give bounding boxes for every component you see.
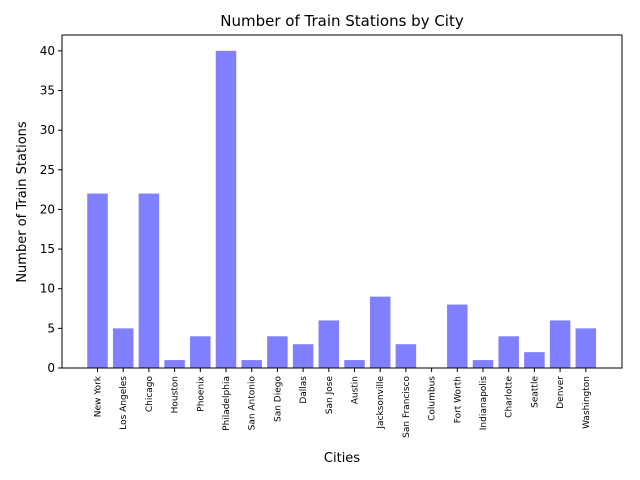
x-axis-label: Cities: [324, 451, 360, 466]
y-tick-label-5: 25: [40, 163, 55, 177]
bar-19: [575, 328, 597, 368]
plot-area: 0 5 10 15 20 25 30 35 40 New York Los Angeles Chica…: [40, 34, 623, 438]
y-axis-label: Number of Train Stations: [15, 121, 30, 283]
x-tick-label-3: Houston: [171, 376, 181, 413]
y-tick-label-0: 0: [47, 361, 55, 375]
y-tick-label-6: 30: [40, 123, 55, 137]
bar-4: [190, 336, 211, 368]
bar-16: [498, 336, 519, 368]
x-tick-label-12: San Francisco: [402, 376, 412, 438]
bar-11: [369, 296, 391, 368]
y-tick-label-8: 40: [40, 44, 55, 58]
bar-18: [549, 320, 571, 368]
bar-6: [241, 360, 262, 368]
bar-14: [447, 304, 468, 368]
bar-10: [344, 360, 365, 368]
x-tick-label-16: Charlotte: [505, 376, 515, 418]
x-tick-label-19: Washington: [582, 376, 592, 429]
x-tick-label-2: Chicago: [145, 376, 155, 413]
bar-12: [395, 344, 417, 368]
y-tick-label-4: 20: [40, 202, 55, 216]
y-tick-label-3: 15: [40, 242, 55, 256]
y-tick-label-7: 35: [40, 84, 55, 98]
x-tick-label-13: Columbus: [428, 376, 438, 421]
x-tick-label-15: Indianapolis: [479, 376, 489, 431]
x-tick-label-7: San Diego: [273, 376, 283, 422]
chart-title: Number of Train Stations by City: [220, 12, 464, 30]
x-tick-label-14: Fort Worth: [453, 376, 463, 423]
y-tick-label-2: 10: [40, 282, 55, 296]
bar-8: [292, 344, 314, 368]
bar-17: [524, 352, 545, 368]
bar-0: [87, 193, 108, 368]
y-tick-label-1: 5: [47, 321, 55, 335]
bar-15: [472, 360, 494, 368]
x-tick-label-9: San Jose: [325, 376, 335, 415]
x-tick-label-5: Philadelphia: [222, 376, 232, 431]
x-tick-label-8: Dallas: [299, 376, 309, 404]
x-tick-label-17: Seattle: [530, 376, 540, 408]
bar-7: [267, 336, 288, 368]
x-tick-label-1: Los Angeles: [119, 376, 129, 430]
bar-5: [215, 50, 237, 368]
plot-frame: [61, 34, 623, 369]
x-tick-label-0: New York: [94, 375, 104, 417]
x-tick-label-10: Austin: [351, 376, 361, 404]
x-tick-label-4: Phoenix: [196, 375, 206, 411]
x-tick-label-18: Denver: [556, 376, 566, 409]
bar-9: [318, 320, 340, 368]
bar-2: [138, 193, 160, 368]
x-tick-label-11: Jacksonville: [376, 376, 386, 430]
x-tick-label-6: San Antonio: [248, 376, 258, 431]
bar-1: [112, 328, 134, 368]
bar-3: [164, 360, 185, 368]
